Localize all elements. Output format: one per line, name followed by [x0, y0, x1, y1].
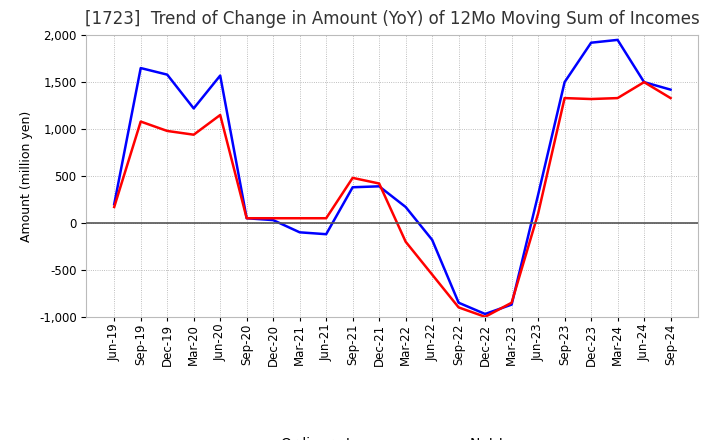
- Legend: Ordinary Income, Net Income: Ordinary Income, Net Income: [230, 431, 555, 440]
- Net Income: [375, 181, 384, 186]
- Net Income: [454, 305, 463, 310]
- Net Income: [243, 216, 251, 221]
- Net Income: [428, 272, 436, 277]
- Ordinary Income: [243, 216, 251, 221]
- Ordinary Income: [110, 202, 119, 207]
- Title: [1723]  Trend of Change in Amount (YoY) of 12Mo Moving Sum of Incomes: [1723] Trend of Change in Amount (YoY) o…: [85, 10, 700, 28]
- Net Income: [189, 132, 198, 137]
- Line: Net Income: Net Income: [114, 82, 670, 317]
- Ordinary Income: [640, 80, 649, 85]
- Net Income: [587, 96, 595, 102]
- Net Income: [560, 95, 569, 101]
- Net Income: [295, 216, 304, 221]
- Net Income: [110, 204, 119, 209]
- Ordinary Income: [295, 230, 304, 235]
- Net Income: [613, 95, 622, 101]
- Ordinary Income: [348, 185, 357, 190]
- Net Income: [401, 239, 410, 244]
- Line: Ordinary Income: Ordinary Income: [114, 40, 670, 314]
- Net Income: [666, 95, 675, 101]
- Net Income: [640, 80, 649, 85]
- Ordinary Income: [613, 37, 622, 43]
- Ordinary Income: [508, 302, 516, 307]
- Net Income: [348, 175, 357, 180]
- Net Income: [322, 216, 330, 221]
- Ordinary Income: [534, 192, 542, 198]
- Y-axis label: Amount (million yen): Amount (million yen): [20, 110, 33, 242]
- Net Income: [508, 300, 516, 305]
- Ordinary Income: [136, 66, 145, 71]
- Ordinary Income: [560, 80, 569, 85]
- Net Income: [163, 128, 171, 134]
- Ordinary Income: [666, 87, 675, 92]
- Ordinary Income: [587, 40, 595, 45]
- Net Income: [534, 211, 542, 216]
- Ordinary Income: [322, 231, 330, 237]
- Net Income: [216, 112, 225, 117]
- Ordinary Income: [481, 312, 490, 317]
- Ordinary Income: [189, 106, 198, 111]
- Net Income: [269, 216, 277, 221]
- Ordinary Income: [375, 183, 384, 189]
- Ordinary Income: [454, 300, 463, 305]
- Ordinary Income: [163, 72, 171, 77]
- Ordinary Income: [216, 73, 225, 78]
- Ordinary Income: [428, 237, 436, 242]
- Ordinary Income: [269, 217, 277, 223]
- Net Income: [481, 314, 490, 319]
- Ordinary Income: [401, 204, 410, 209]
- Net Income: [136, 119, 145, 124]
